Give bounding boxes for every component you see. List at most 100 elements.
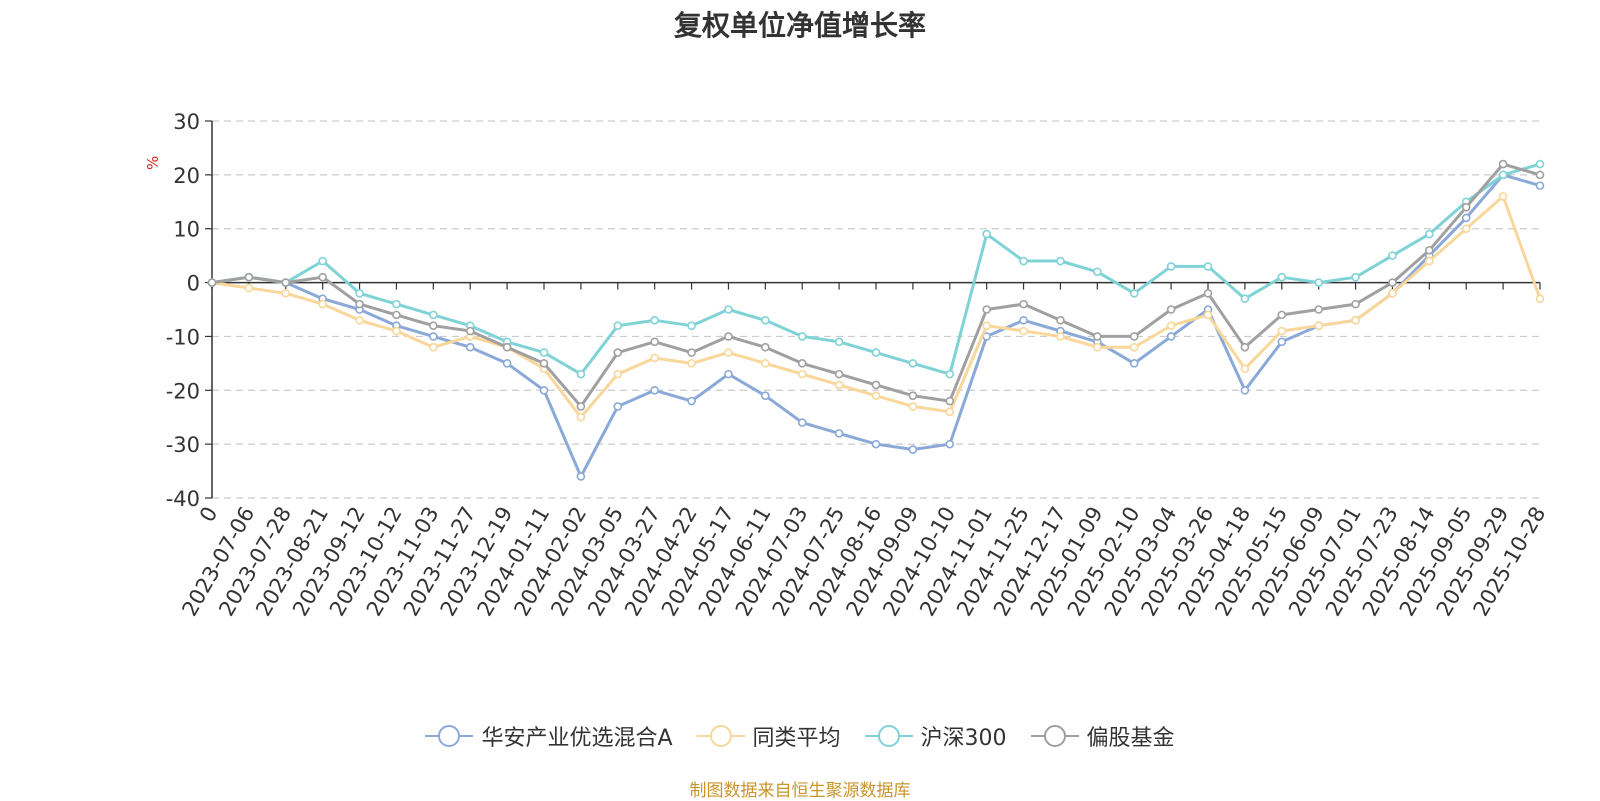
axis-layer: 3020100-10-20-30-4002023-07-062023-07-28…	[166, 110, 1551, 620]
x-tick-label: 0	[195, 503, 222, 527]
series-2	[207, 159, 1545, 379]
data-point	[429, 342, 438, 352]
data-point	[539, 348, 549, 357]
data-point	[1388, 289, 1397, 298]
legend-item[interactable]: 偏股基金	[1030, 720, 1175, 752]
data-point	[1240, 342, 1250, 352]
data-point	[1129, 359, 1139, 368]
legend-marker-icon	[864, 725, 913, 747]
data-point	[1093, 332, 1102, 341]
data-point	[244, 272, 254, 282]
data-point	[465, 342, 475, 352]
data-point	[318, 272, 327, 282]
data-point	[982, 229, 991, 239]
y-tick-label: 30	[173, 110, 200, 134]
y-tick-label: 0	[187, 272, 200, 296]
legend-label: 华安产业优选混合A	[481, 726, 673, 751]
data-point	[797, 418, 807, 427]
y-tick-label: -10	[166, 325, 200, 349]
data-point	[539, 359, 549, 368]
data-point	[871, 439, 881, 449]
data-point	[576, 472, 586, 481]
data-point	[1351, 299, 1360, 309]
data-point	[1240, 385, 1250, 395]
data-point	[1351, 315, 1360, 325]
data-point	[613, 402, 623, 411]
data-point	[1388, 278, 1397, 287]
data-point	[1093, 267, 1102, 277]
data-point	[1203, 262, 1213, 271]
data-point	[1351, 272, 1360, 282]
data-point	[1129, 332, 1139, 341]
data-point	[429, 321, 438, 330]
data-point	[355, 289, 364, 298]
data-point	[797, 359, 807, 368]
data-point	[1461, 213, 1471, 223]
legend-marker-icon	[696, 725, 745, 747]
data-point	[687, 348, 696, 357]
legend-marker-icon	[1030, 725, 1079, 747]
data-point	[871, 348, 881, 357]
legend-marker-icon	[425, 725, 474, 747]
series-layer	[207, 159, 1545, 481]
y-tick-label: -40	[166, 487, 200, 511]
data-point	[1166, 332, 1176, 341]
series-3	[207, 159, 1545, 411]
y-tick-label: 10	[173, 218, 200, 242]
data-point	[724, 348, 733, 357]
data-point	[1093, 342, 1102, 352]
data-point	[1240, 364, 1250, 374]
data-point	[576, 412, 586, 422]
data-point	[465, 326, 475, 336]
data-point	[908, 359, 918, 368]
data-point	[724, 305, 733, 314]
data-point	[392, 299, 401, 309]
data-point	[1314, 305, 1323, 314]
data-point	[1425, 245, 1434, 255]
series-line	[211, 162, 1541, 376]
legend-item[interactable]: 沪深300	[864, 720, 1007, 752]
data-point	[1129, 289, 1139, 298]
legend-label: 偏股基金	[1086, 726, 1175, 751]
data-point	[761, 315, 770, 325]
data-point	[502, 342, 512, 352]
data-point	[797, 332, 807, 341]
data-point	[1461, 202, 1471, 212]
data-point	[1498, 159, 1508, 169]
data-point	[687, 359, 696, 368]
data-point	[1019, 299, 1028, 309]
data-point	[281, 289, 291, 298]
data-point	[871, 380, 881, 390]
data-point	[1056, 315, 1065, 325]
data-point	[834, 380, 844, 390]
data-point	[613, 321, 623, 330]
data-point	[502, 359, 512, 368]
data-point	[650, 315, 659, 325]
data-point	[1498, 170, 1508, 180]
series-0	[207, 170, 1545, 481]
data-point	[1277, 337, 1287, 347]
data-point	[355, 299, 364, 309]
data-point	[1203, 289, 1213, 298]
data-point	[1203, 310, 1213, 320]
data-point	[1019, 315, 1028, 325]
legend-item[interactable]: 华安产业优选混合A	[425, 720, 673, 752]
y-tick-label: -20	[166, 379, 200, 403]
data-point	[650, 385, 659, 395]
data-point	[761, 342, 770, 352]
series-1	[207, 192, 1545, 422]
data-point	[576, 369, 586, 379]
legend-item[interactable]: 同类平均	[696, 720, 841, 752]
data-point	[687, 321, 696, 330]
data-point	[871, 391, 881, 400]
data-point	[1019, 256, 1028, 266]
data-point	[1314, 321, 1323, 330]
legend-label: 同类平均	[752, 726, 841, 751]
data-point	[318, 256, 327, 266]
data-point	[1314, 278, 1323, 287]
data-point	[1535, 181, 1545, 190]
data-point	[1388, 251, 1397, 260]
data-point	[724, 369, 733, 379]
data-point	[761, 391, 770, 400]
data-point	[1166, 305, 1176, 314]
